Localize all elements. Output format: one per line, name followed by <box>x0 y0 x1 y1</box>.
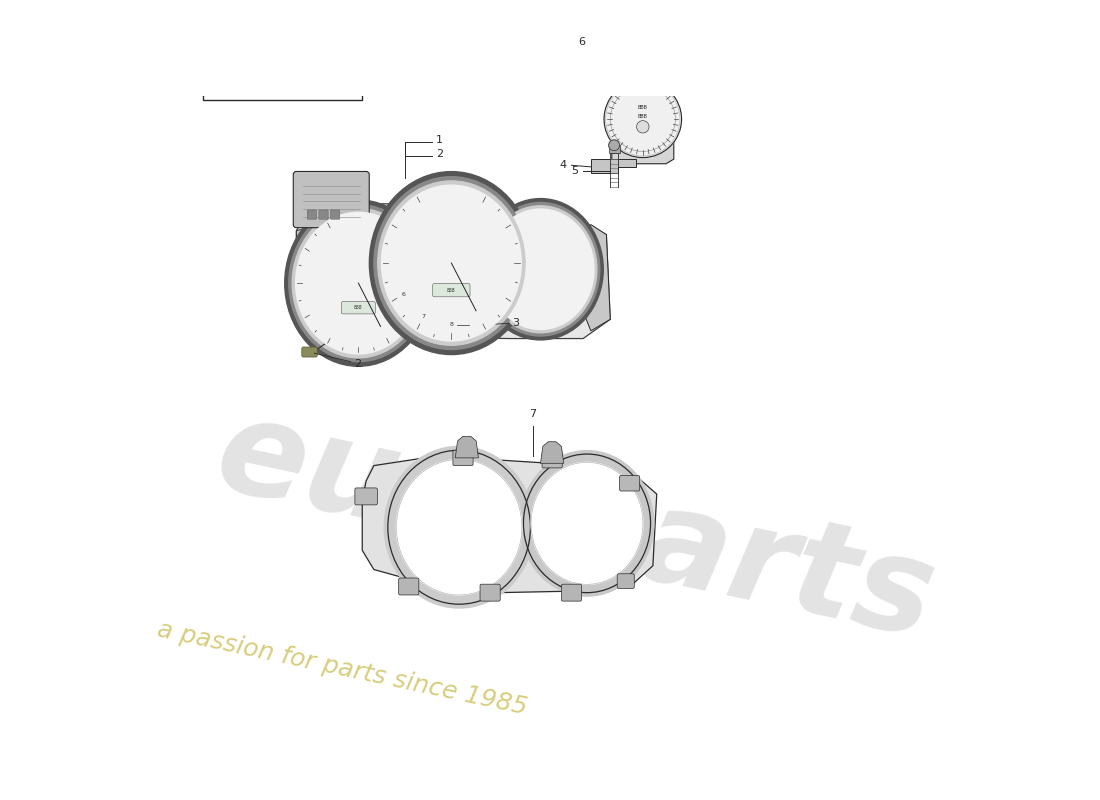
Text: a passion for parts since 1985: a passion for parts since 1985 <box>154 618 529 720</box>
FancyBboxPatch shape <box>480 584 501 601</box>
Polygon shape <box>362 458 657 593</box>
Ellipse shape <box>384 446 534 608</box>
Circle shape <box>606 82 680 156</box>
Text: 5: 5 <box>571 166 578 176</box>
Ellipse shape <box>285 200 432 366</box>
Text: BBB: BBB <box>638 114 648 118</box>
Circle shape <box>443 182 459 198</box>
FancyBboxPatch shape <box>355 488 377 505</box>
FancyBboxPatch shape <box>453 450 473 466</box>
Circle shape <box>447 186 456 194</box>
Text: europarts: europarts <box>206 390 946 665</box>
Text: 2: 2 <box>436 149 443 158</box>
Ellipse shape <box>374 177 529 350</box>
Ellipse shape <box>487 209 594 330</box>
Text: 3: 3 <box>512 318 519 328</box>
Ellipse shape <box>289 205 428 362</box>
Text: 6: 6 <box>402 291 405 297</box>
Circle shape <box>222 38 266 81</box>
FancyBboxPatch shape <box>561 584 582 601</box>
Polygon shape <box>540 442 563 463</box>
Ellipse shape <box>377 181 525 346</box>
FancyBboxPatch shape <box>344 281 361 290</box>
Circle shape <box>604 81 682 158</box>
Text: 4: 4 <box>559 160 566 170</box>
Polygon shape <box>612 74 674 164</box>
Ellipse shape <box>382 185 521 341</box>
Polygon shape <box>432 175 471 202</box>
Polygon shape <box>608 146 619 153</box>
Circle shape <box>234 50 253 69</box>
FancyBboxPatch shape <box>301 347 317 357</box>
Text: 2: 2 <box>354 359 362 369</box>
FancyBboxPatch shape <box>330 210 340 219</box>
FancyBboxPatch shape <box>617 574 635 589</box>
Ellipse shape <box>481 202 600 336</box>
Text: 7: 7 <box>421 314 426 319</box>
FancyBboxPatch shape <box>307 210 317 219</box>
Ellipse shape <box>484 206 597 333</box>
Text: BBB: BBB <box>638 105 648 110</box>
FancyBboxPatch shape <box>609 34 635 50</box>
FancyBboxPatch shape <box>398 578 419 595</box>
Circle shape <box>456 318 470 331</box>
Ellipse shape <box>477 198 603 340</box>
Polygon shape <box>455 436 478 458</box>
Polygon shape <box>583 225 610 331</box>
Text: 888: 888 <box>447 288 455 293</box>
Ellipse shape <box>531 462 642 584</box>
FancyBboxPatch shape <box>619 476 640 491</box>
Polygon shape <box>591 159 636 173</box>
FancyBboxPatch shape <box>542 453 562 468</box>
Text: 1: 1 <box>436 135 443 145</box>
Ellipse shape <box>293 209 425 358</box>
FancyBboxPatch shape <box>341 302 375 314</box>
Ellipse shape <box>520 450 653 596</box>
FancyBboxPatch shape <box>432 283 470 297</box>
FancyBboxPatch shape <box>319 210 328 219</box>
Circle shape <box>227 42 261 76</box>
FancyBboxPatch shape <box>294 171 370 228</box>
Circle shape <box>637 121 649 133</box>
Polygon shape <box>217 0 344 59</box>
Text: 8: 8 <box>450 322 453 327</box>
Text: 888: 888 <box>354 306 363 310</box>
FancyBboxPatch shape <box>344 275 361 285</box>
Circle shape <box>310 50 329 69</box>
Circle shape <box>608 140 619 150</box>
Ellipse shape <box>370 172 534 354</box>
Ellipse shape <box>616 70 669 85</box>
Polygon shape <box>296 225 331 319</box>
Bar <box>204 0 362 100</box>
FancyBboxPatch shape <box>345 284 363 293</box>
Polygon shape <box>296 204 610 338</box>
Ellipse shape <box>296 212 421 354</box>
Ellipse shape <box>396 459 521 595</box>
Circle shape <box>302 42 337 76</box>
Circle shape <box>298 38 342 81</box>
Text: 7: 7 <box>529 410 537 419</box>
Text: 6: 6 <box>579 37 585 47</box>
